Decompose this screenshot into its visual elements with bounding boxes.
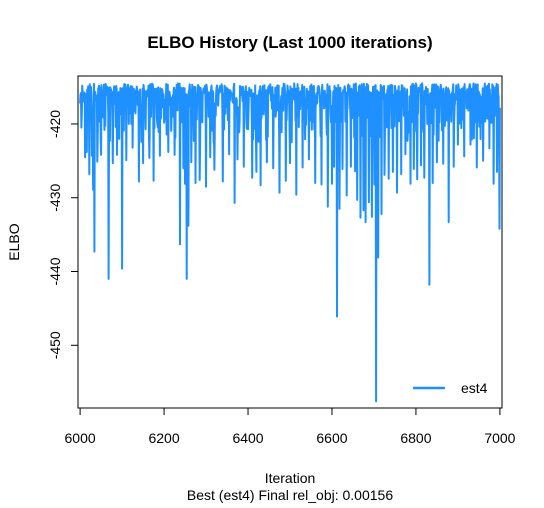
x-tick-label: 6200 [148, 430, 179, 446]
y-axis-label: ELBO [6, 223, 22, 260]
chart-subtitle: Best (est4) Final rel_obj: 0.00156 [187, 487, 393, 503]
chart-title: ELBO History (Last 1000 iterations) [147, 33, 432, 52]
y-tick-label: -440 [47, 257, 63, 285]
x-tick-label: 6000 [65, 430, 96, 446]
x-tick-label: 6400 [232, 430, 263, 446]
x-tick-label: 6800 [400, 430, 431, 446]
legend: est4 [413, 380, 488, 396]
y-axis: -420 -430 -440 -450 [47, 110, 79, 359]
legend-label-est4: est4 [461, 380, 488, 396]
x-axis-label: Iteration [265, 470, 316, 486]
series-layer [79, 82, 501, 403]
x-axis: 6000 6200 6400 6600 6800 7000 [65, 407, 516, 446]
series-line-est4 [79, 82, 501, 403]
x-tick-label: 6600 [316, 430, 347, 446]
y-tick-label: -430 [47, 184, 63, 212]
y-tick-label: -450 [47, 331, 63, 359]
x-tick-label: 7000 [484, 430, 515, 446]
y-tick-label: -420 [47, 110, 63, 138]
